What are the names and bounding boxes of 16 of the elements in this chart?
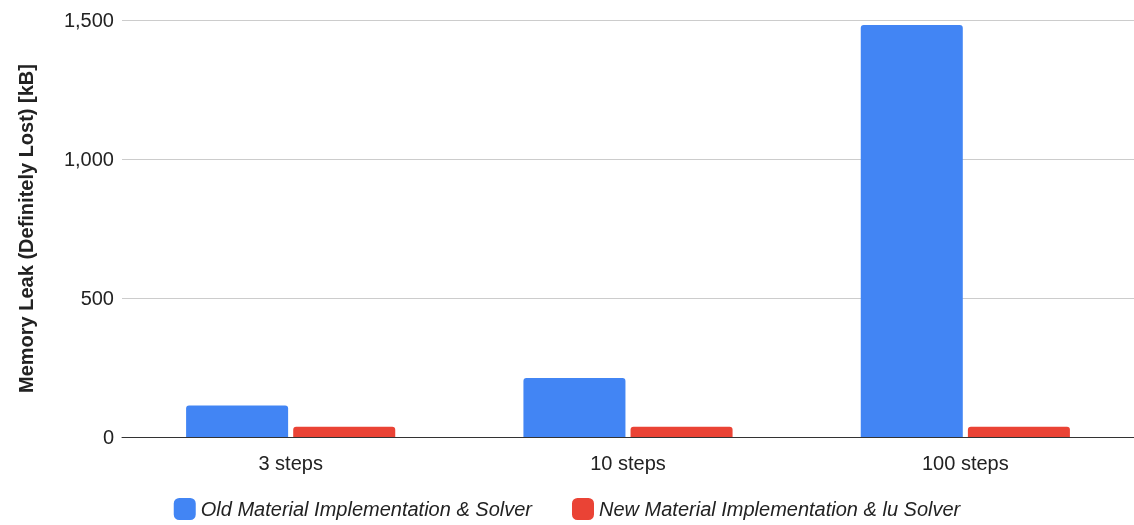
bar (186, 405, 289, 437)
bar (860, 25, 963, 437)
y-axis-title: Memory Leak (Definitely Lost) [kB] (15, 64, 37, 393)
y-tick-label: 1,500 (63, 9, 114, 31)
y-tick-label: 0 (102, 426, 114, 448)
bar (523, 378, 626, 437)
legend-label: Old Material Implementation & Solver (200, 498, 534, 520)
x-tick-label: 100 steps (921, 452, 1009, 474)
y-tick-label: 500 (80, 287, 114, 309)
bar (967, 426, 1070, 437)
x-tick-label: 3 steps (258, 452, 323, 474)
bar (293, 426, 396, 437)
y-tick-label: 1,000 (63, 148, 114, 170)
legend-label: New Material Implementation & lu Solver (599, 498, 962, 520)
bar (630, 426, 733, 437)
x-tick-label: 10 steps (590, 452, 666, 474)
